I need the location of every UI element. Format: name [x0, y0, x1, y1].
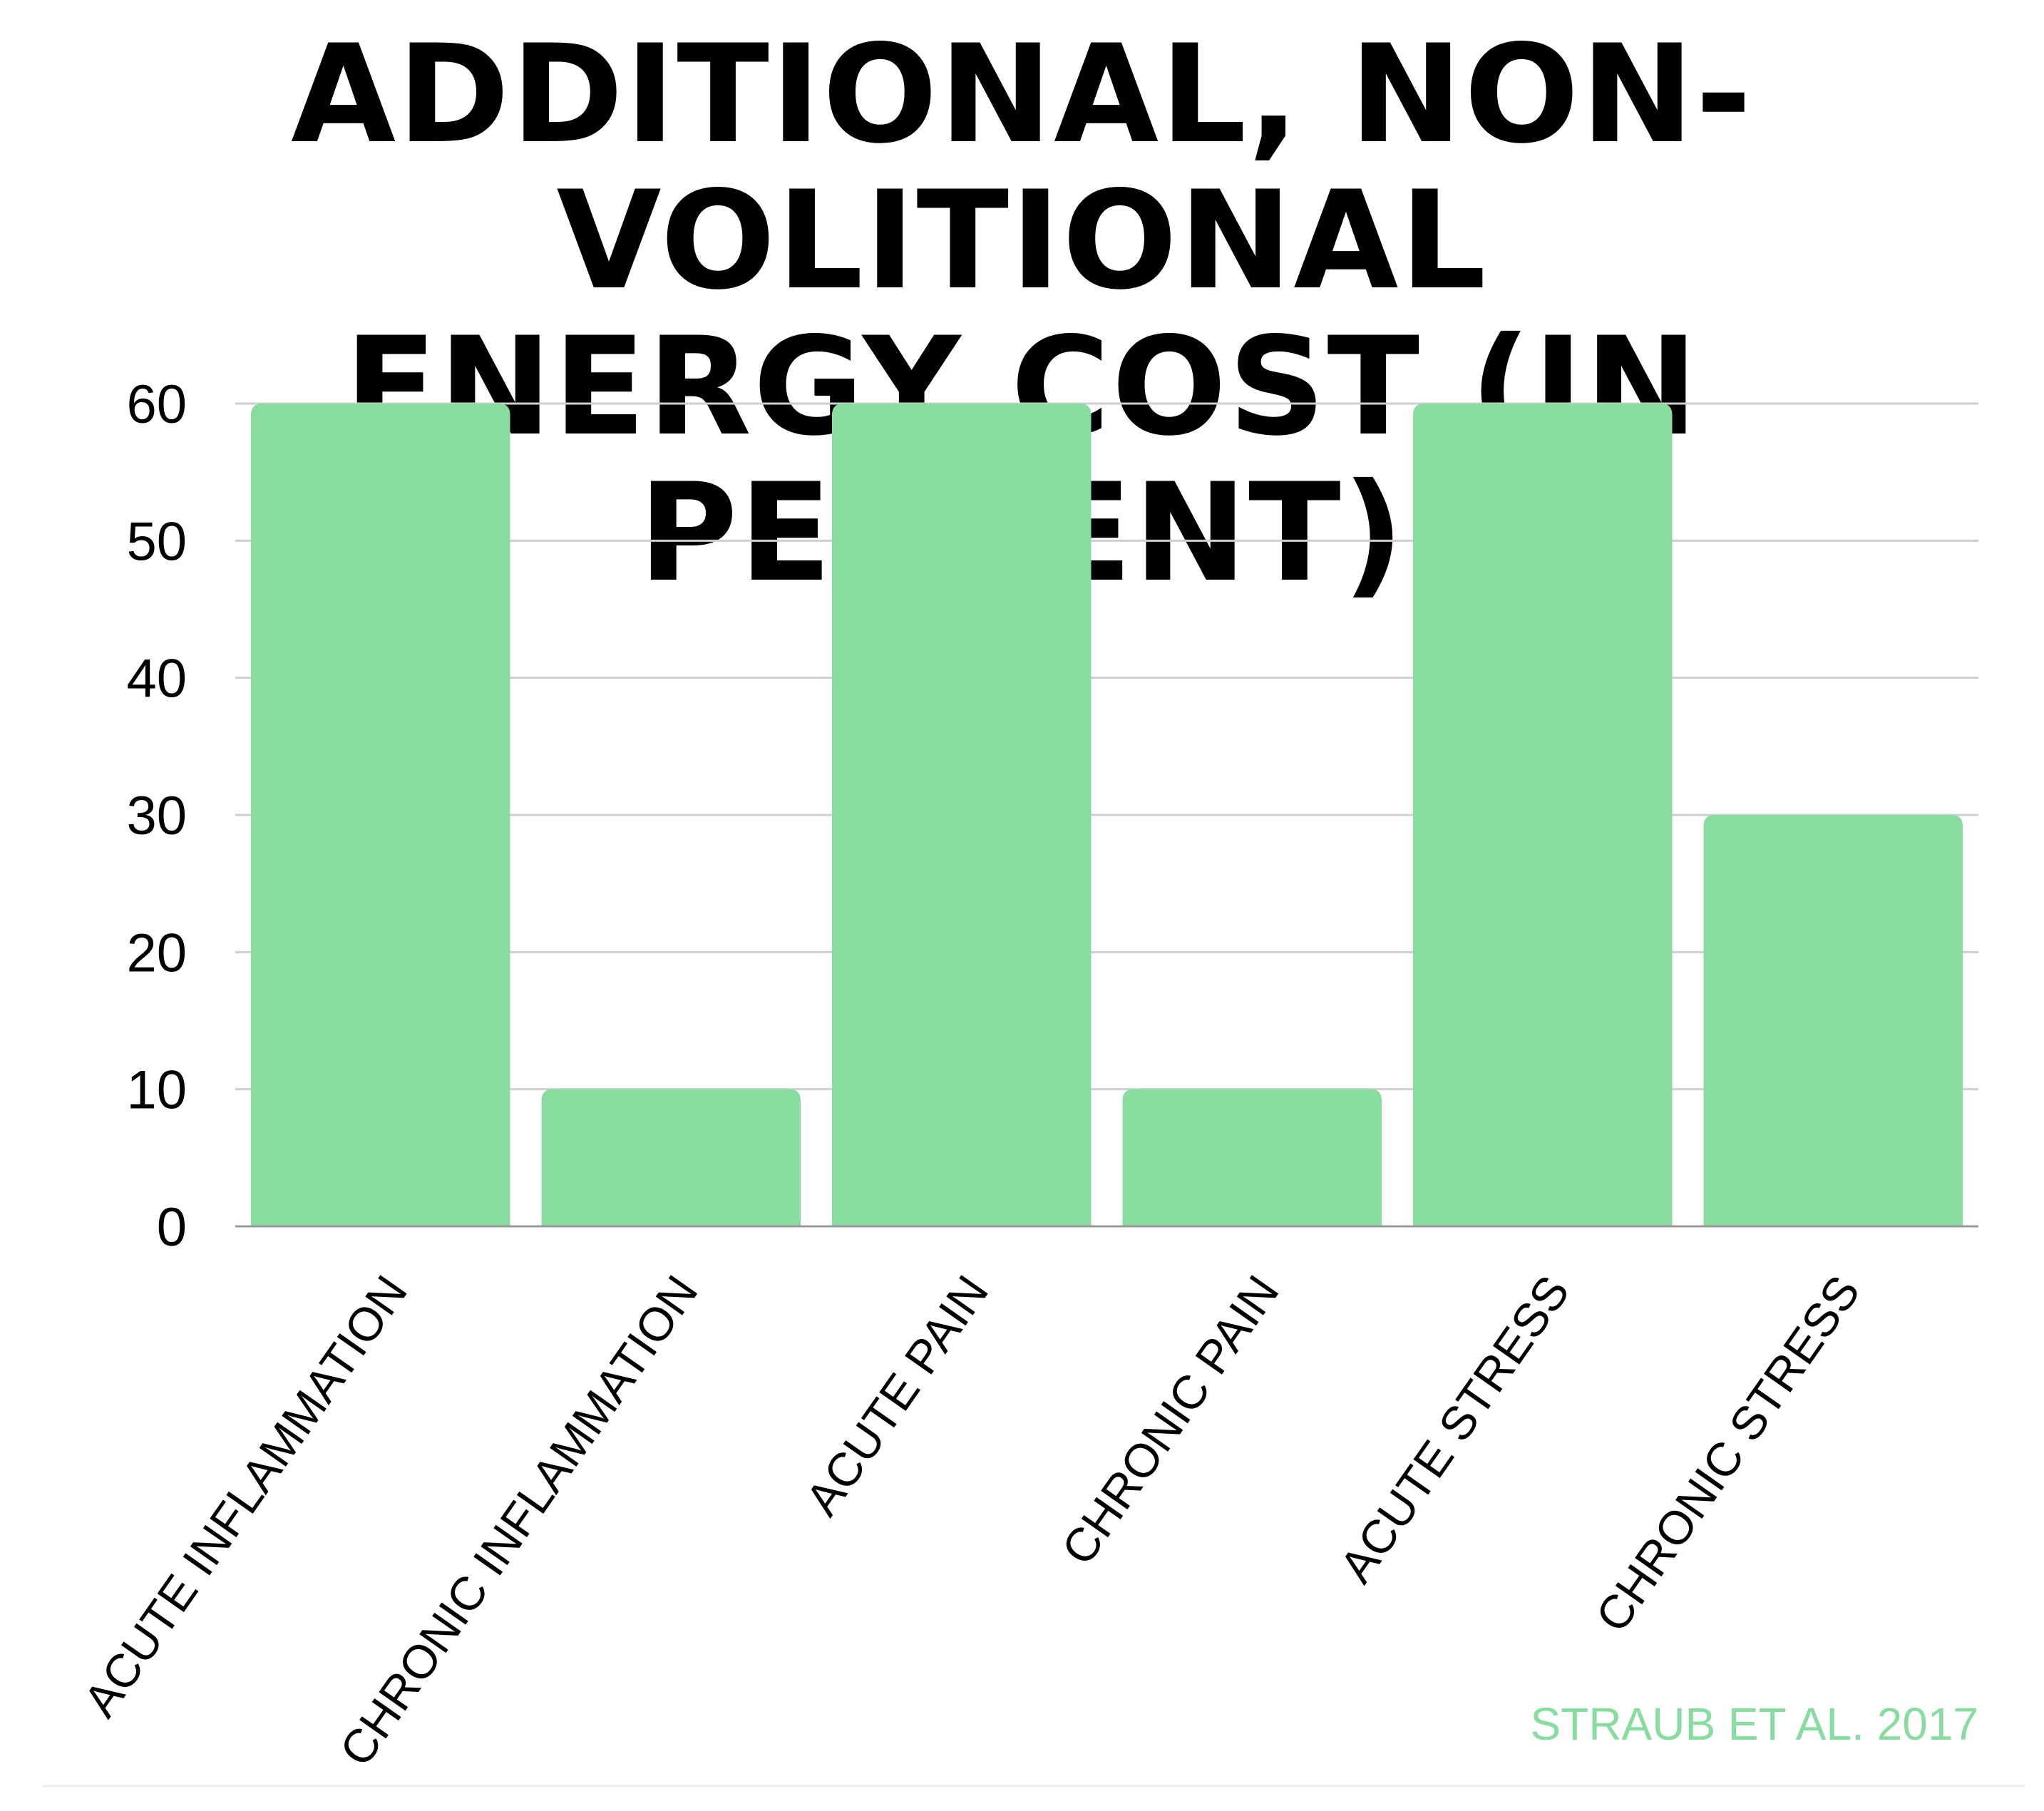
- bar-chronic-stress: [1703, 815, 1963, 1226]
- y-axis-ticks: 0 10 20 30 40 50 60: [126, 374, 187, 1258]
- bars: [251, 404, 1963, 1226]
- grid-lines: [235, 402, 1978, 1091]
- x-category-label: ACUTE PAIN: [795, 1266, 998, 1525]
- x-category-label: ACUTE INFLAMMATION: [73, 1266, 418, 1726]
- y-tick-label: 60: [126, 374, 187, 435]
- y-tick-label: 40: [126, 649, 187, 709]
- bar-chronic-pain: [1122, 1089, 1382, 1226]
- y-tick-label: 50: [126, 511, 187, 572]
- y-tick-label: 0: [157, 1197, 187, 1258]
- bar-chronic-inflammation: [541, 1089, 801, 1226]
- x-category-label: CHRONIC STRESS: [1585, 1266, 1869, 1641]
- chart-title-line-1: ADDITIONAL, NON-VOLITIONAL: [291, 16, 1753, 319]
- x-category-label: ACUTE STRESS: [1329, 1266, 1579, 1592]
- bar-acute-pain: [832, 404, 1092, 1226]
- x-category-label: CHRONIC PAIN: [1051, 1266, 1288, 1574]
- y-tick-label: 30: [126, 786, 187, 846]
- y-tick-label: 10: [126, 1060, 187, 1121]
- bar-acute-inflammation: [251, 404, 510, 1226]
- y-tick-label: 20: [126, 923, 187, 983]
- source-citation: STRAUB ET AL. 2017: [1531, 1698, 1978, 1750]
- x-category-label: CHRONIC INFLAMMATION: [329, 1266, 708, 1775]
- bar-acute-stress: [1413, 404, 1673, 1226]
